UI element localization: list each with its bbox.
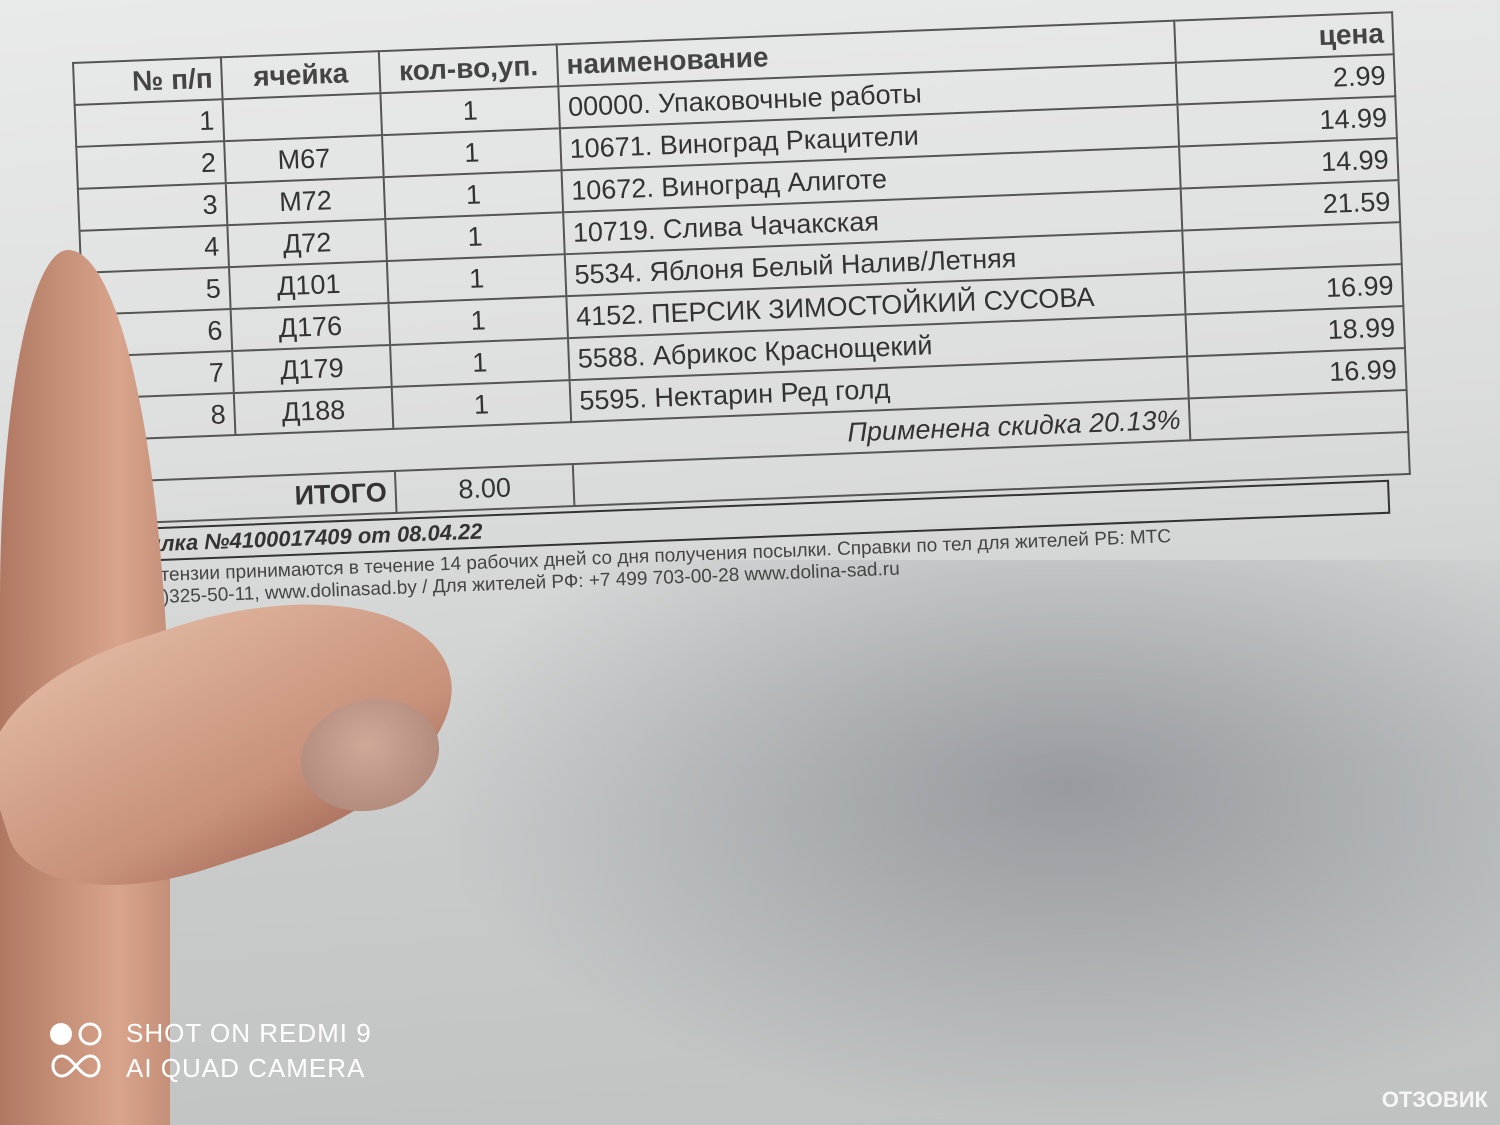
camera-lens-icon (50, 1022, 102, 1078)
row-cell: Д179 (232, 344, 392, 394)
col-number: № п/п (73, 57, 223, 105)
watermark-line-2: AI QUAD CAMERA (126, 1053, 366, 1083)
invoice-document: № п/п ячейка кол-во,уп. наименование цен… (72, 11, 1422, 612)
row-cell: Д188 (233, 386, 394, 436)
row-qty: 1 (391, 380, 572, 429)
row-cell (222, 93, 383, 142)
row-number: 2 (76, 141, 226, 189)
row-qty: 1 (383, 170, 564, 220)
row-qty: 1 (385, 212, 565, 262)
row-number: 3 (77, 183, 228, 231)
row-qty: 1 (390, 338, 570, 387)
row-cell: Д101 (228, 261, 389, 310)
shadow (420, 560, 1500, 1125)
row-qty: 1 (386, 254, 567, 304)
row-qty: 1 (380, 86, 560, 136)
row-number: 1 (74, 99, 225, 147)
row-qty: 1 (382, 128, 562, 178)
camera-watermark: SHOT ON REDMI 9 AI QUAD CAMERA (48, 1016, 372, 1086)
otzovik-logo: ОТЗОВИК (1381, 1087, 1488, 1112)
row-cell: Д72 (227, 219, 387, 268)
row-cell: М72 (225, 177, 386, 226)
col-cell: ячейка (220, 51, 381, 100)
row-cell: М67 (224, 135, 384, 184)
total-value: 8.00 (394, 464, 575, 513)
col-qty: кол-во,уп. (378, 44, 559, 94)
items-table: № п/п ячейка кол-во,уп. наименование цен… (72, 11, 1411, 525)
row-number: 4 (79, 225, 229, 273)
row-cell: Д176 (230, 303, 391, 352)
watermark-line-1: SHOT ON REDMI 9 (126, 1018, 372, 1048)
row-qty: 1 (388, 296, 568, 345)
